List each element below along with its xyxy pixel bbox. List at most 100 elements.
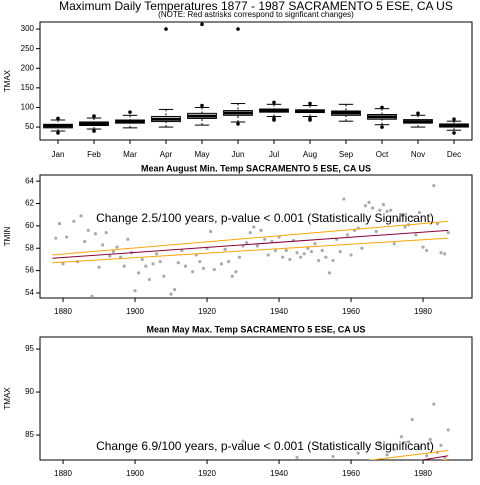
trend-line xyxy=(419,455,449,460)
x-tick-label: Apr xyxy=(160,150,173,159)
point xyxy=(302,252,306,256)
trend-line xyxy=(441,458,449,460)
x-tick-label: 1980 xyxy=(414,307,432,316)
point xyxy=(320,248,324,253)
y-tick-label: 90 xyxy=(25,387,34,396)
y-tick-label: 58 xyxy=(25,243,34,252)
point xyxy=(345,233,350,237)
point xyxy=(367,200,371,204)
point xyxy=(65,235,69,239)
point xyxy=(410,215,414,219)
point xyxy=(162,274,166,278)
point xyxy=(432,184,436,188)
x-tick-label: 1960 xyxy=(342,469,360,478)
point xyxy=(151,262,155,266)
chart-subtitle: (NOTE: Red astrisks correspond to signfi… xyxy=(158,10,354,19)
point xyxy=(363,204,368,208)
outlier xyxy=(56,116,60,121)
point xyxy=(295,251,299,255)
point xyxy=(446,230,450,235)
plot-frame xyxy=(39,336,473,461)
point xyxy=(281,255,285,259)
point xyxy=(425,248,429,253)
outlier xyxy=(92,114,96,118)
outlier xyxy=(236,122,240,126)
outlier xyxy=(128,110,132,114)
point xyxy=(374,229,378,234)
point xyxy=(255,244,260,248)
point xyxy=(417,445,422,449)
x-tick-label: 1920 xyxy=(198,469,216,478)
point xyxy=(259,228,263,232)
point xyxy=(425,454,429,458)
point xyxy=(299,255,303,259)
point xyxy=(392,242,396,246)
point xyxy=(158,260,162,264)
point xyxy=(338,249,342,254)
point xyxy=(385,209,389,213)
x-tick-label: 1940 xyxy=(270,307,288,316)
point xyxy=(237,255,242,259)
plot-area xyxy=(241,402,450,460)
point xyxy=(439,251,443,255)
outlier xyxy=(308,116,312,121)
point xyxy=(428,437,432,441)
point xyxy=(101,243,105,247)
point xyxy=(407,440,411,444)
point xyxy=(183,264,188,268)
y-tick-label: 95 xyxy=(25,344,34,353)
x-tick-label: Aug xyxy=(303,150,317,159)
plot-area xyxy=(52,184,450,298)
point xyxy=(295,455,299,460)
point xyxy=(378,442,382,446)
x-tick-label: Mar xyxy=(123,150,137,159)
point xyxy=(309,249,314,254)
point xyxy=(219,262,224,266)
outlier xyxy=(452,117,456,122)
point xyxy=(273,248,278,253)
chart-title: Maximum Daily Temperatures 1877 - 1987 S… xyxy=(59,0,453,13)
y-tick-label: 56 xyxy=(25,266,34,275)
point xyxy=(122,264,126,268)
point xyxy=(417,210,422,215)
y-tick-label: 250 xyxy=(21,44,35,53)
y-tick-label: 300 xyxy=(21,24,35,33)
point xyxy=(241,439,245,443)
x-tick-label: 1900 xyxy=(126,307,144,316)
outlier xyxy=(200,103,204,108)
point xyxy=(317,258,321,263)
chart-title: Mean August Min. Temp SACRAMENTO 5 ESE, … xyxy=(141,163,371,173)
point xyxy=(227,260,231,264)
x-tick-label: Oct xyxy=(376,150,389,159)
point xyxy=(284,248,288,253)
point xyxy=(90,294,94,298)
y-tick-label: 60 xyxy=(25,221,34,230)
point xyxy=(234,270,238,274)
point xyxy=(378,208,382,212)
x-tick-label: Sep xyxy=(339,150,354,159)
point xyxy=(443,252,447,256)
outlier xyxy=(308,101,312,106)
point xyxy=(144,264,148,268)
point xyxy=(432,402,436,406)
point xyxy=(86,228,90,232)
x-tick-label: Jan xyxy=(52,150,65,159)
y-tick-label: 64 xyxy=(25,176,34,185)
point xyxy=(111,249,116,254)
outlier xyxy=(272,100,276,105)
y-tick-label: 200 xyxy=(21,63,35,72)
point xyxy=(399,435,404,439)
point xyxy=(198,260,202,264)
point xyxy=(385,453,389,457)
point xyxy=(389,208,393,212)
point xyxy=(155,252,159,256)
point xyxy=(209,229,213,234)
point xyxy=(176,261,180,265)
point xyxy=(349,253,353,257)
outlier xyxy=(92,129,96,133)
point xyxy=(223,247,227,251)
trend-line xyxy=(52,229,449,259)
outlier xyxy=(416,111,420,116)
point xyxy=(93,232,98,236)
outlier xyxy=(56,131,60,135)
